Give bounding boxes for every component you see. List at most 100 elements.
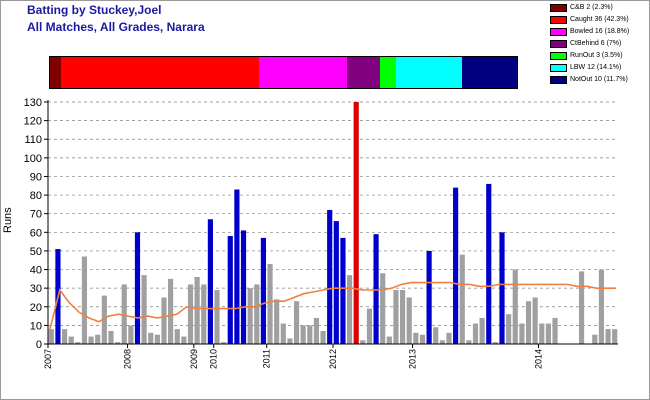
bar-out [187, 284, 194, 344]
y-tick-label: 130 [24, 97, 42, 109]
bar-out [148, 332, 154, 344]
y-tick-label: 60 [30, 227, 42, 239]
bar-out [61, 329, 68, 344]
bar-out [307, 325, 313, 344]
bar-out [320, 330, 326, 344]
bar-not-out [240, 230, 247, 344]
dismissal-segment-caught [60, 57, 259, 88]
bar-out [466, 340, 472, 344]
bar-out [539, 323, 545, 344]
legend: C&B 2 (2.3%) Caught 36 (42.3%) Bowled 16 (… [546, 3, 650, 87]
legend-label: LBW 12 (14.1%) [570, 64, 622, 71]
bar-out [88, 336, 94, 344]
bar-not-out [486, 183, 492, 344]
bar-out [400, 290, 406, 344]
bar-out [439, 340, 445, 344]
legend-swatch [550, 76, 567, 84]
x-year-label: 2009 [189, 349, 199, 369]
bar-not-out [453, 187, 459, 344]
bar-out [380, 273, 386, 344]
legend-item: Bowled 16 (18.8%) [546, 27, 650, 38]
bar-not-out [260, 237, 266, 344]
bar-out [75, 342, 81, 344]
legend-item: RunOut 3 (3.5%) [546, 51, 650, 62]
bar-out [386, 336, 392, 344]
x-year-label: 2013 [408, 349, 418, 369]
legend-item: LBW 12 (14.1%) [546, 63, 650, 74]
bar-not-out [340, 237, 346, 344]
bar-out [214, 290, 220, 344]
bar-out [360, 340, 366, 344]
legend-swatch [550, 40, 567, 48]
bar-out [406, 297, 412, 344]
bar-out [479, 317, 485, 344]
bar-not-out [333, 221, 339, 344]
y-tick-label: 10 [30, 320, 42, 332]
bar-out [194, 276, 200, 344]
bar-not-out [373, 234, 379, 344]
legend-swatch [550, 64, 567, 72]
bar-out [247, 288, 253, 344]
bar-not-out [234, 189, 240, 344]
bar-out [121, 284, 127, 344]
bar-out [578, 271, 585, 344]
dismissal-summary-bar [49, 56, 518, 89]
legend-swatch [550, 28, 567, 36]
y-tick-label: 20 [30, 302, 42, 314]
bar-out [254, 284, 260, 344]
bar-out [459, 254, 465, 344]
bar-out [552, 317, 558, 344]
bar-out [221, 342, 227, 344]
legend-swatch [550, 4, 567, 12]
bar-out [161, 297, 167, 344]
bar-out [201, 284, 207, 344]
bar-out [545, 323, 551, 344]
bar-out [287, 338, 293, 344]
bar-out [101, 295, 107, 344]
bar-out [433, 327, 439, 344]
average-line [49, 281, 616, 330]
bar-out [512, 269, 518, 344]
bar-out [366, 308, 373, 344]
x-year-label: 2010 [209, 349, 219, 369]
y-tick-label: 40 [30, 265, 42, 277]
dismissal-segment-notout [462, 57, 517, 88]
bar-out [598, 269, 605, 344]
bar-not-out [207, 219, 213, 344]
bar-out [95, 334, 101, 344]
legend-label: Bowled 16 (18.8%) [570, 28, 630, 35]
bar-out [128, 325, 134, 344]
x-year-label: 2012 [328, 349, 338, 369]
bar-out [346, 275, 353, 344]
bar-not-out [499, 232, 505, 344]
bar-out [612, 329, 618, 344]
bar-out [181, 336, 187, 344]
y-tick-label: 110 [24, 134, 42, 146]
legend-swatch [550, 52, 567, 60]
bar-out [605, 329, 611, 344]
legend-label: C&B 2 (2.3%) [570, 4, 613, 11]
dismissal-segment-ctbehind [346, 57, 380, 88]
legend-label: CtBehind 6 (7%) [570, 40, 622, 47]
bar-out [280, 323, 286, 344]
bar-out [393, 290, 399, 344]
bar-out [81, 256, 88, 344]
bar-out [274, 299, 280, 344]
legend-label: Caught 36 (42.3%) [570, 16, 629, 23]
y-tick-label: 90 [30, 171, 42, 183]
dismissal-segment-lbw [396, 57, 462, 88]
y-tick-label: 30 [30, 283, 42, 295]
bar-out [174, 329, 180, 344]
bar-out [419, 334, 426, 344]
bar-out [154, 334, 160, 344]
bar-not-out [327, 209, 333, 344]
bar-out [300, 325, 306, 344]
legend-item: Caught 36 (42.3%) [546, 15, 650, 26]
y-tick-label: 100 [24, 153, 42, 165]
bar-not-out [426, 250, 432, 344]
x-year-label: 2007 [43, 349, 53, 369]
legend-label: NotOut 10 (11.7%) [570, 76, 628, 83]
bar-out [446, 332, 452, 344]
bar-out [293, 301, 300, 344]
